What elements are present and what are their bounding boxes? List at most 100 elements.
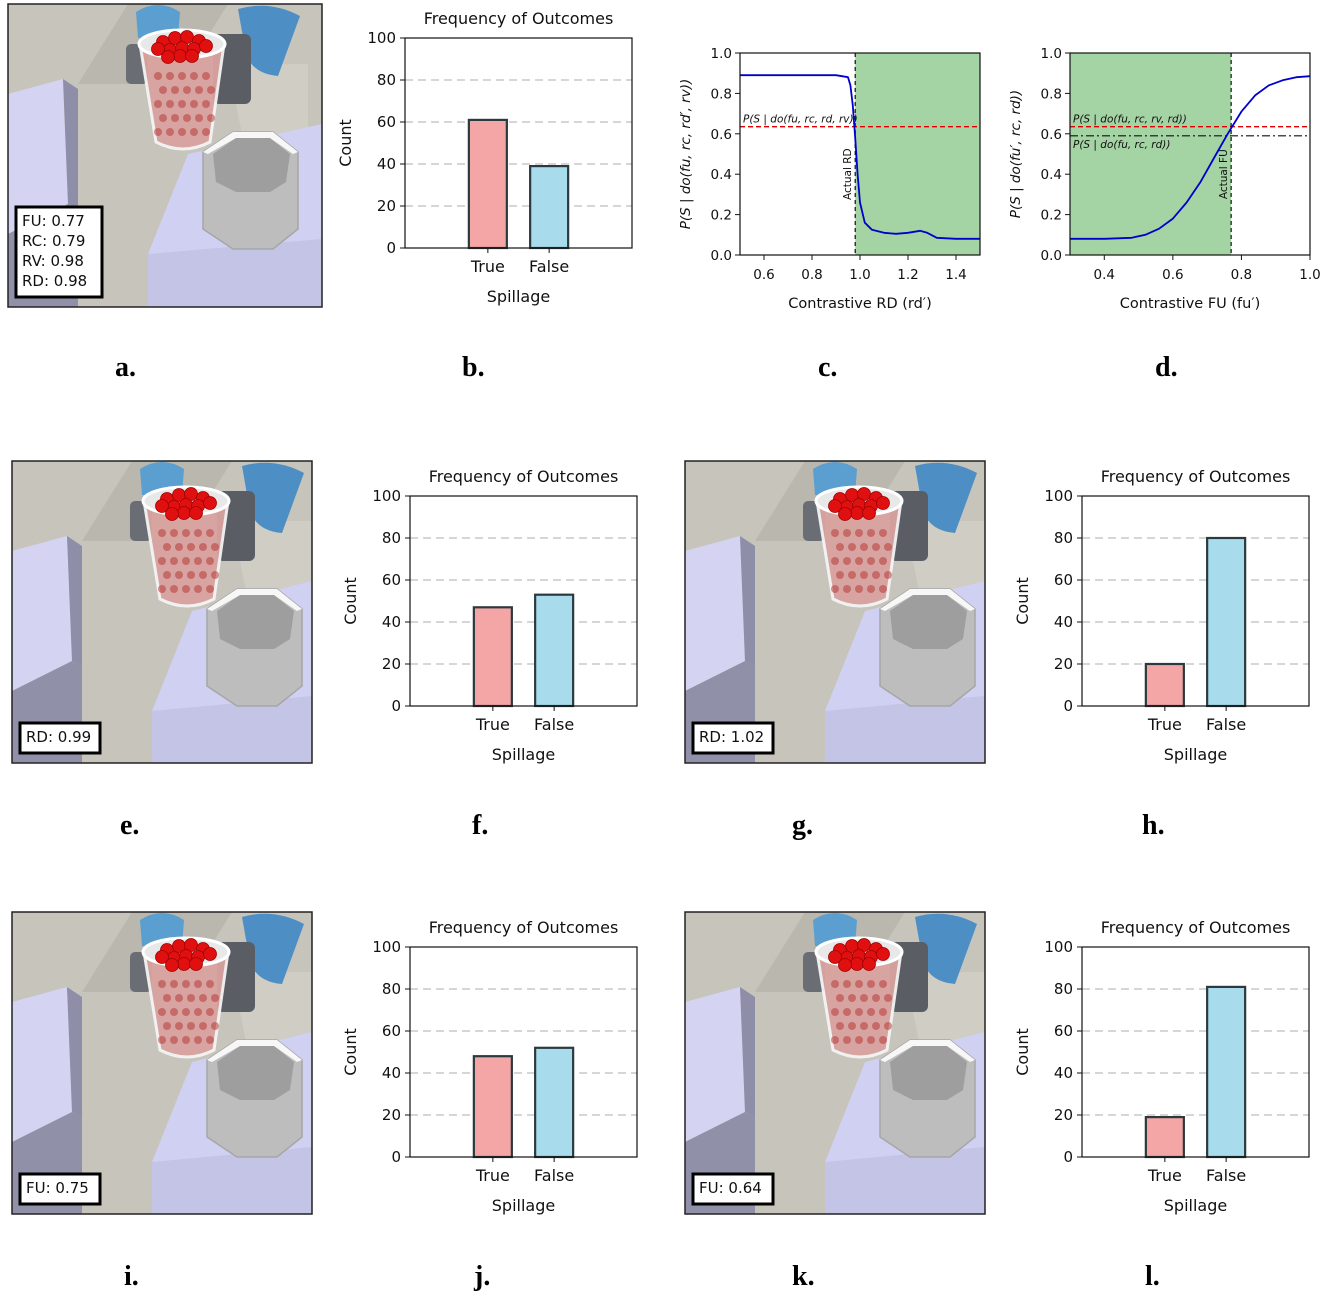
ball-inside xyxy=(206,529,214,537)
y-tick-label: 60 xyxy=(382,571,401,589)
ball-inside xyxy=(187,571,195,579)
red-ball xyxy=(161,50,175,64)
left-table-top xyxy=(685,536,745,691)
red-ball xyxy=(199,39,213,53)
shaded-region xyxy=(1070,53,1232,255)
ball-inside xyxy=(170,1008,178,1016)
y-tick-label: 100 xyxy=(1044,938,1073,956)
x-tick-label: True xyxy=(470,257,505,276)
x-tick-label: True xyxy=(475,715,510,734)
reference-line-label: P(S | do(fu, rc, rd, rv)) xyxy=(743,114,858,126)
ball-inside xyxy=(848,543,856,551)
red-ball xyxy=(177,506,191,520)
ball-inside xyxy=(194,1036,202,1044)
parameter-box xyxy=(18,721,102,755)
parameter-value: RD: 1.02 xyxy=(699,728,764,746)
x-tick-label: 1.2 xyxy=(897,267,918,283)
robot-arm-blue xyxy=(915,913,977,984)
ball-inside xyxy=(163,994,171,1002)
left-table-side xyxy=(740,987,755,1117)
ball-inside xyxy=(867,529,875,537)
ball-inside xyxy=(178,72,186,80)
ball-inside xyxy=(170,1036,178,1044)
ball-inside xyxy=(183,114,191,122)
y-tick-label: 60 xyxy=(1054,571,1073,589)
ball-inside xyxy=(872,571,880,579)
ball-inside xyxy=(202,128,210,136)
target-bin-inside xyxy=(217,1046,294,1100)
cup-body xyxy=(142,950,230,1059)
bar-chart-b: Frequency of Outcomes 0 20 40 60 80 100 True Fal… xyxy=(330,0,660,330)
target-bin-rim xyxy=(207,589,302,611)
red-ball xyxy=(189,957,203,971)
ball-inside xyxy=(872,994,880,1002)
reference-line-label: P(S | do(fu, rc, rv, rd)) xyxy=(1073,114,1187,126)
y-tick-label: 80 xyxy=(377,71,396,89)
ball-inside xyxy=(199,543,207,551)
robot-arm-blue xyxy=(242,462,304,533)
parameter-box xyxy=(691,721,775,755)
bar-false xyxy=(529,165,570,250)
ball-inside xyxy=(158,557,166,565)
y-tick-label: 0 xyxy=(391,1148,401,1166)
chart-svg: 0.0 0.2 0.4 0.6 0.8 1.0 0.6 0.8 1.0 1.2 1.4 P(S | d… xyxy=(678,46,981,312)
panel-label-j: j. xyxy=(474,1261,491,1292)
ball-inside xyxy=(182,1008,190,1016)
ball-inside xyxy=(872,1022,880,1030)
target-bin-inside xyxy=(213,138,290,192)
bar-true xyxy=(472,606,513,708)
ball-inside xyxy=(163,543,171,551)
ball-inside xyxy=(843,585,851,593)
scene-k: FU: 0.64 xyxy=(684,911,986,1215)
ball-inside xyxy=(211,571,219,579)
y-tick-label: 0.6 xyxy=(1041,127,1062,143)
chart-title: Frequency of Outcomes xyxy=(429,467,619,486)
y-tick-label: 60 xyxy=(1054,1022,1073,1040)
red-ball xyxy=(838,507,852,521)
ball-inside xyxy=(158,585,166,593)
x-tick-label: True xyxy=(1147,1166,1182,1185)
panel-label-k: k. xyxy=(792,1261,815,1292)
scene-frame xyxy=(7,3,323,308)
plot-frame xyxy=(739,52,981,256)
x-tick-label: 0.6 xyxy=(1162,267,1183,283)
right-table-edge xyxy=(148,239,322,307)
x-tick-label: False xyxy=(534,715,574,734)
bar-false xyxy=(1206,536,1247,708)
ball-inside xyxy=(831,557,839,565)
ball-inside xyxy=(194,585,202,593)
x-axis-label: Spillage xyxy=(1164,745,1227,764)
ball-inside xyxy=(867,1036,875,1044)
x-axis-label: Spillage xyxy=(492,1196,555,1215)
ball-inside xyxy=(843,1008,851,1016)
y-tick-label: 0 xyxy=(386,239,396,257)
ball-inside xyxy=(170,980,178,988)
x-tick-label: 1.0 xyxy=(849,267,870,283)
ball-inside xyxy=(831,585,839,593)
ball-inside xyxy=(831,980,839,988)
x-axis-label: Contrastive RD (rd′) xyxy=(788,296,931,312)
red-ball xyxy=(876,496,890,510)
y-tick-label: 100 xyxy=(1044,487,1073,505)
y-tick-label: 80 xyxy=(1054,529,1073,547)
ball-inside xyxy=(171,86,179,94)
panel-label-l: l. xyxy=(1145,1261,1160,1292)
x-axis-label: Spillage xyxy=(487,287,550,306)
target-bin-inside xyxy=(890,1046,967,1100)
red-ball xyxy=(203,947,217,961)
ball-inside xyxy=(190,72,198,80)
ball-inside xyxy=(831,529,839,537)
red-ball xyxy=(862,957,876,971)
chart-svg: Frequency of Outcomes 0 20 40 60 80 100 True Fal… xyxy=(336,9,633,306)
plot-frame xyxy=(409,495,638,707)
ball-inside xyxy=(848,1022,856,1030)
ball-inside xyxy=(879,1008,887,1016)
ball-inside xyxy=(206,557,214,565)
scene-g: RD: 1.02 xyxy=(684,460,986,764)
panel-label-b: b. xyxy=(462,352,485,383)
parameter-box xyxy=(691,1172,775,1206)
panel-label-e: e. xyxy=(120,810,140,841)
robot-arm-blue xyxy=(915,462,977,533)
parameter-value: RD: 0.98 xyxy=(22,272,87,290)
scene-e: RD: 0.99 xyxy=(11,460,313,764)
